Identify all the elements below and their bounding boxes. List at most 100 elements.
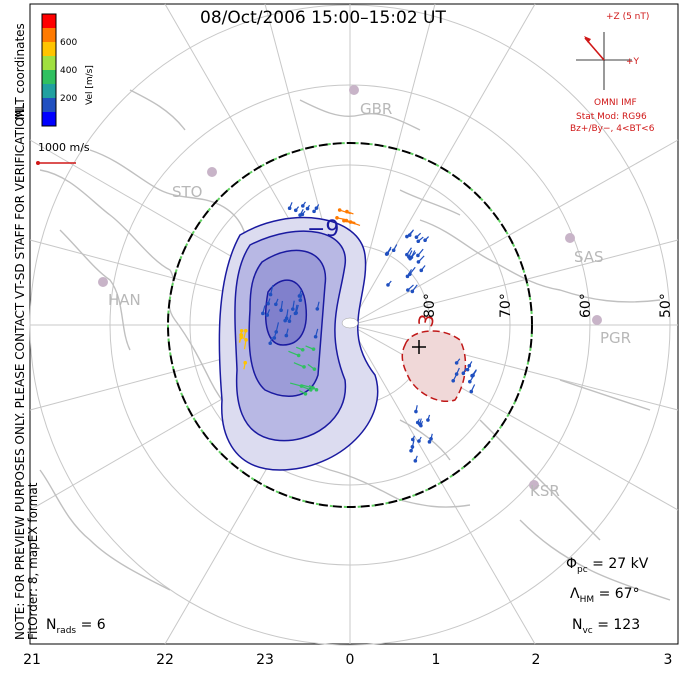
velocity-vector-origin <box>391 248 396 253</box>
contour-label-positive: 3 <box>413 312 439 329</box>
velocity-vector-origin <box>417 439 421 443</box>
velocity-vector-origin <box>313 334 318 339</box>
potential-max-cross <box>412 340 426 354</box>
mlt-tick-1: 1 <box>431 652 441 668</box>
svg-text:HAN: HAN <box>108 291 141 309</box>
station-gbr: GBR <box>349 85 392 118</box>
velocity-vector-origin <box>244 338 248 342</box>
velocity-vector-origin <box>411 437 415 442</box>
velocity-vector-origin <box>386 283 390 287</box>
stat-nrads-value: = 6 <box>80 617 106 633</box>
velocity-vector-origin <box>243 328 248 333</box>
mlt-tick-22: 22 <box>156 652 174 668</box>
velocity-vector-origin <box>471 373 475 378</box>
velocity-vector-origin <box>419 423 423 428</box>
mlt-tick-0: 0 <box>345 652 355 668</box>
velocity-vector-origin <box>384 252 389 256</box>
velocity-vector-origin <box>451 378 456 383</box>
velocity-vector-origin <box>315 307 320 311</box>
velocity-vector-origin <box>243 360 248 365</box>
velocity-vector-origin <box>302 365 306 369</box>
velocity-vector-origin <box>296 353 301 358</box>
velocity-vector-origin <box>274 330 279 334</box>
velocity-vector-origin <box>405 234 409 239</box>
velocity-colorbar <box>41 13 57 127</box>
stat-phi-value: = 27 kV <box>592 556 649 572</box>
stat-lambda-hm: ΛHM = 67° <box>570 586 640 605</box>
colorbar-segment <box>42 98 56 112</box>
velocity-vector-origin <box>406 288 410 292</box>
imf-source: OMNI IMF <box>594 98 637 108</box>
colorbar-segment <box>42 84 56 98</box>
velocity-vector-origin <box>454 361 459 365</box>
velocity-vector <box>289 382 302 387</box>
stat-phi-pc: Φpc = 27 kV <box>566 556 648 575</box>
station-sas: SAS <box>565 233 604 266</box>
stat-n-vc: Nvc = 123 <box>572 617 640 636</box>
velocity-vector-origin <box>461 371 466 376</box>
velocity-vector-origin <box>416 239 421 244</box>
colorbar-segment <box>42 56 56 70</box>
station-ksr: KSR <box>529 480 560 500</box>
velocity-vector-origin <box>314 387 319 392</box>
velocity-vector-origin <box>265 313 270 317</box>
velocity-vector-origin <box>279 308 283 313</box>
imf-dial <box>576 32 632 90</box>
velocity-vector-origin <box>414 235 419 239</box>
station-markers: GBR STO HAN SAS PGR KSR <box>98 85 631 500</box>
velocity-vector-origin <box>297 294 302 298</box>
coastlines <box>39 89 671 601</box>
velocity-vector-origin <box>287 319 292 323</box>
imf-model-line1: Stat Mod: RG96 <box>576 112 647 122</box>
lat-label-50: 50° <box>658 293 674 318</box>
velocity-vector-origin <box>268 292 273 297</box>
velocity-vector-origin <box>416 253 420 258</box>
vel-axis-label: Vel [m/s] <box>85 65 95 105</box>
velocity-vector-origin <box>301 204 305 208</box>
velocity-vector-origin <box>298 298 303 303</box>
velocity-vector-origin <box>419 268 424 273</box>
velocity-vector-origin <box>348 220 353 224</box>
velocity-vector-origin <box>274 302 278 307</box>
velocity-vector-origin <box>268 341 273 346</box>
lat-label-70: 70° <box>498 293 514 318</box>
velocity-vector-origin <box>413 459 418 463</box>
heppner-maynard-boundary-green <box>167 142 533 508</box>
velocity-vector-origin <box>293 208 298 213</box>
svg-text:KSR: KSR <box>530 482 560 500</box>
velocity-vector <box>288 350 299 356</box>
velocity-vector-origin <box>300 212 305 217</box>
colorbar-outline <box>41 13 57 127</box>
svg-text:GBR: GBR <box>360 100 392 118</box>
colorbar-segment <box>42 28 56 42</box>
colorbar-segment <box>42 14 56 28</box>
stat-nrads-symbol: Nrads <box>46 617 77 636</box>
velocity-vector <box>339 209 351 215</box>
velocity-vector-origin <box>408 256 412 261</box>
velocity-vector-origin <box>300 347 305 352</box>
mlt-tick-23: 23 <box>256 652 274 668</box>
velocity-vector-origin <box>312 209 316 214</box>
velocity-vector-origin <box>469 389 474 394</box>
potential-contours: −9 3 <box>218 216 467 471</box>
pole-marker <box>341 317 359 329</box>
velocity-vector-origin <box>427 440 432 444</box>
velocity-vector-origin <box>312 367 317 371</box>
velocity-vector-origin <box>287 206 292 211</box>
velocity-vector-origin <box>408 272 412 276</box>
velocity-vector-origin <box>468 379 472 384</box>
side-note: NOTE: FOR PREVIEW PURPOSES ONLY. PLEASE … <box>13 80 40 640</box>
coords-label: MLT coordinates <box>13 23 27 120</box>
stat-phi-symbol: Φpc <box>566 556 588 575</box>
velocity-vector-origin <box>342 218 346 223</box>
velocity-vector-origin <box>272 336 277 340</box>
velocity-vector-origin <box>405 274 410 279</box>
stat-nvc-symbol: Nvc <box>572 617 593 636</box>
side-note-line2: FitOrder: 8, mapEX format <box>26 482 40 640</box>
velocity-vector-origin <box>415 420 420 425</box>
velocity-vector-origin <box>284 333 289 338</box>
velocity-vector-origin <box>405 252 409 257</box>
velocity-vector-origin <box>239 328 244 333</box>
negative-cell-core <box>264 279 307 346</box>
